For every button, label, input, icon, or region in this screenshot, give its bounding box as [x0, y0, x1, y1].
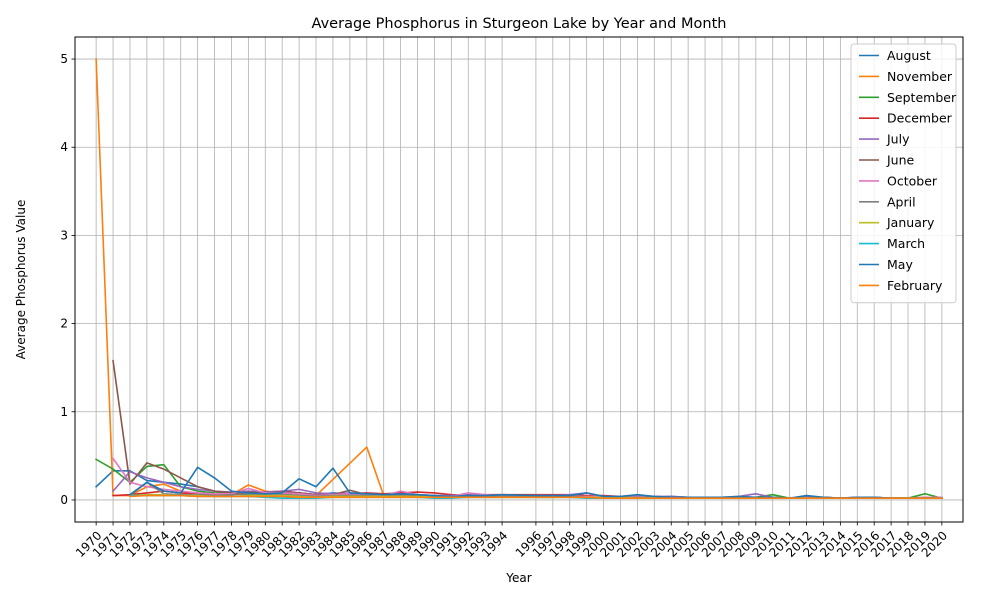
- legend-label: February: [887, 278, 943, 293]
- legend-label: July: [886, 132, 910, 147]
- legend-label: January: [886, 215, 935, 230]
- legend-label: May: [887, 257, 913, 272]
- grid-lines: [75, 37, 963, 522]
- legend-label: December: [887, 111, 953, 126]
- legend-label: October: [887, 173, 938, 188]
- y-tick-label: 1: [60, 405, 68, 419]
- y-tick-label: 2: [60, 317, 68, 331]
- x-axis-ticks: 1970197119721973197419751976197719781979…: [73, 522, 950, 560]
- y-tick-label: 0: [60, 493, 68, 507]
- plot-area-frame: [74, 36, 964, 523]
- x-axis-title: Year: [505, 571, 531, 585]
- legend-label: April: [887, 194, 916, 209]
- y-tick-label: 3: [60, 228, 68, 242]
- y-axis-ticks: 0 1 2 3 4 5: [60, 52, 75, 507]
- series-line-february: [129, 494, 943, 499]
- legend-label: August: [887, 48, 931, 63]
- series-lines: [95, 58, 943, 500]
- legend: August November September December July June O…: [850, 43, 957, 304]
- legend-label: November: [887, 69, 953, 84]
- legend-box: [850, 43, 957, 304]
- y-tick-label: 5: [60, 52, 68, 66]
- legend-label: March: [887, 236, 925, 251]
- y-axis-title: Average Phosphorus Value: [14, 200, 28, 360]
- y-tick-label: 4: [60, 140, 68, 154]
- series-line-may: [128, 466, 943, 499]
- chart-title: Average Phosphorus in Sturgeon Lake by Y…: [312, 16, 727, 32]
- legend-label: September: [887, 90, 957, 105]
- legend-label: June: [886, 153, 915, 168]
